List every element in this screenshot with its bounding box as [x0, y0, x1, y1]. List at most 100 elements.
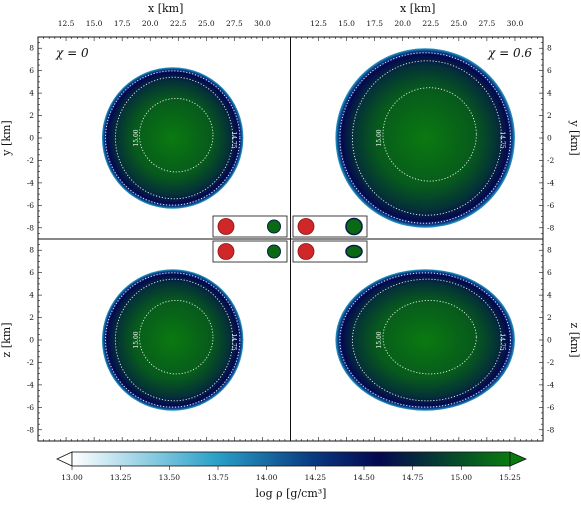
x-tick-label: 30.0 [254, 19, 271, 28]
y-tick-label-left: 6 [29, 268, 34, 277]
colorbar-tick-label: 14.75 [402, 473, 424, 482]
contour-14-75 [351, 278, 502, 402]
inset-panel [292, 240, 368, 263]
panel-label-chi06: χ = 0.6 [487, 46, 532, 60]
y-tick-label-left: 0 [29, 134, 34, 143]
contour-surface [105, 272, 241, 408]
star-xy-chi06: 15.00 14.75 [335, 48, 515, 228]
contour-label-14-75: 14.75 [230, 131, 237, 148]
y-tick-label-right: -6 [547, 403, 555, 412]
colorbar-tick-label: 15.00 [451, 473, 473, 482]
y-tick-label-left: 4 [29, 291, 34, 300]
y-tick-label-right: -4 [547, 178, 555, 187]
contour-15-00 [138, 97, 214, 173]
y-tick-label-right: 2 [547, 111, 552, 120]
y-tick-label-left: -4 [27, 178, 35, 187]
y-axis-title-right: y [km] [568, 119, 581, 155]
y-tick-label-right: 8 [547, 44, 552, 53]
y-tick-label-right: -6 [547, 201, 555, 210]
contour-label-15: 15.00 [133, 129, 140, 146]
star-body [101, 67, 244, 209]
star-xz-chi06: 15.00 14.75 [335, 269, 515, 411]
y-tick-label-right: 4 [547, 89, 552, 98]
y-tick-label-left: 8 [29, 44, 34, 53]
colorbar-tick-label: 13.75 [207, 473, 229, 482]
contour-label-14-75: 14.75 [499, 333, 506, 350]
star-xz-chi0: 15.00 14.75 [101, 269, 244, 411]
y-tick-label-right: 4 [547, 291, 552, 300]
colorbar-tick-label: 15.25 [499, 473, 521, 482]
y-tick-label-left: 8 [29, 246, 34, 255]
colorbar-bar [71, 451, 511, 467]
colorbar-tick-label: 14.25 [305, 473, 327, 482]
x-tick-label: 12.5 [310, 19, 327, 28]
y-tick-label-right: -4 [547, 380, 555, 389]
inset-panel [212, 240, 288, 263]
y-tick-label-left: 6 [29, 66, 34, 75]
x-tick-label: 22.5 [170, 19, 187, 28]
z-axis-title-right: z [km] [568, 323, 581, 358]
contour-surface [105, 70, 241, 206]
contour-label-14-75: 14.75 [499, 131, 506, 148]
y-tick-label-left: 2 [29, 313, 34, 322]
x-tick-label: 25.0 [198, 19, 215, 28]
x-tick-label: 25.0 [450, 19, 467, 28]
y-tick-label-left: 2 [29, 111, 34, 120]
x-tick-label: 17.5 [366, 19, 383, 28]
y-tick-label-right: -8 [547, 223, 555, 232]
y-tick-label-right: 0 [547, 336, 552, 345]
y-tick-label-left: -2 [27, 358, 35, 367]
colorbar-tick-label: 14.50 [353, 473, 375, 482]
y-tick-label-left: -6 [27, 403, 35, 412]
contour-14-75 [114, 278, 234, 402]
contour-surface [339, 52, 511, 224]
y-tick-label-left: -8 [27, 425, 35, 434]
y-tick-label-left: -2 [27, 156, 35, 165]
y-tick-label-left: -8 [27, 223, 35, 232]
x-tick-label: 20.0 [142, 19, 159, 28]
inset-companion [297, 218, 315, 235]
contour-14-75 [114, 76, 234, 200]
y-tick-label-left: -6 [27, 201, 35, 210]
inset-neutron-star [267, 244, 281, 259]
inset-neutron-star [345, 244, 363, 259]
star-body [335, 269, 515, 411]
x-tick-label: 30.0 [507, 19, 524, 28]
inset-companion [217, 243, 235, 260]
x-tick-label: 17.5 [114, 19, 131, 28]
colorbar-low-extension [56, 451, 73, 467]
y-tick-label-right: 0 [547, 134, 552, 143]
inset-companion [217, 218, 235, 235]
colorbar-tick-label: 13.00 [61, 473, 83, 482]
x-tick-label: 20.0 [394, 19, 411, 28]
inset-neutron-star [345, 217, 363, 236]
x-tick-label: 27.5 [479, 19, 496, 28]
y-tick-label-right: 6 [547, 66, 552, 75]
inset-companion [297, 243, 315, 260]
x-axis-title-right: x [km] [400, 2, 435, 15]
x-axis-title-left: x [km] [148, 2, 183, 15]
x-tick-label: 22.5 [422, 19, 439, 28]
contour-15-00 [382, 299, 477, 375]
contour-label-15: 15.00 [376, 129, 383, 146]
y-tick-label-left: -4 [27, 380, 35, 389]
colorbar-tick-label: 13.50 [159, 473, 181, 482]
x-tick-label: 15.0 [86, 19, 103, 28]
inset-panel [292, 215, 368, 238]
colorbar: 13.00 13.25 13.50 13.75 14.00 14.25 14.50 14.75… [56, 451, 527, 500]
colorbar-label: log ρ [g/cm³] [256, 487, 327, 500]
star-body [335, 48, 515, 228]
y-tick-label-right: 8 [547, 246, 552, 255]
colorbar-tick-label: 14.00 [256, 473, 278, 482]
contour-14-75 [351, 60, 502, 216]
x-tick-label: 27.5 [226, 19, 243, 28]
y-tick-label-right: 6 [547, 268, 552, 277]
x-tick-label: 15.0 [338, 19, 355, 28]
contour-15-00 [382, 87, 477, 182]
y-tick-label-left: 4 [29, 89, 34, 98]
contour-15-00 [138, 299, 214, 375]
colorbar-tick-label: 13.25 [110, 473, 132, 482]
colorbar-high-extension [509, 451, 527, 467]
panel-label-chi0: χ = 0 [55, 46, 89, 60]
